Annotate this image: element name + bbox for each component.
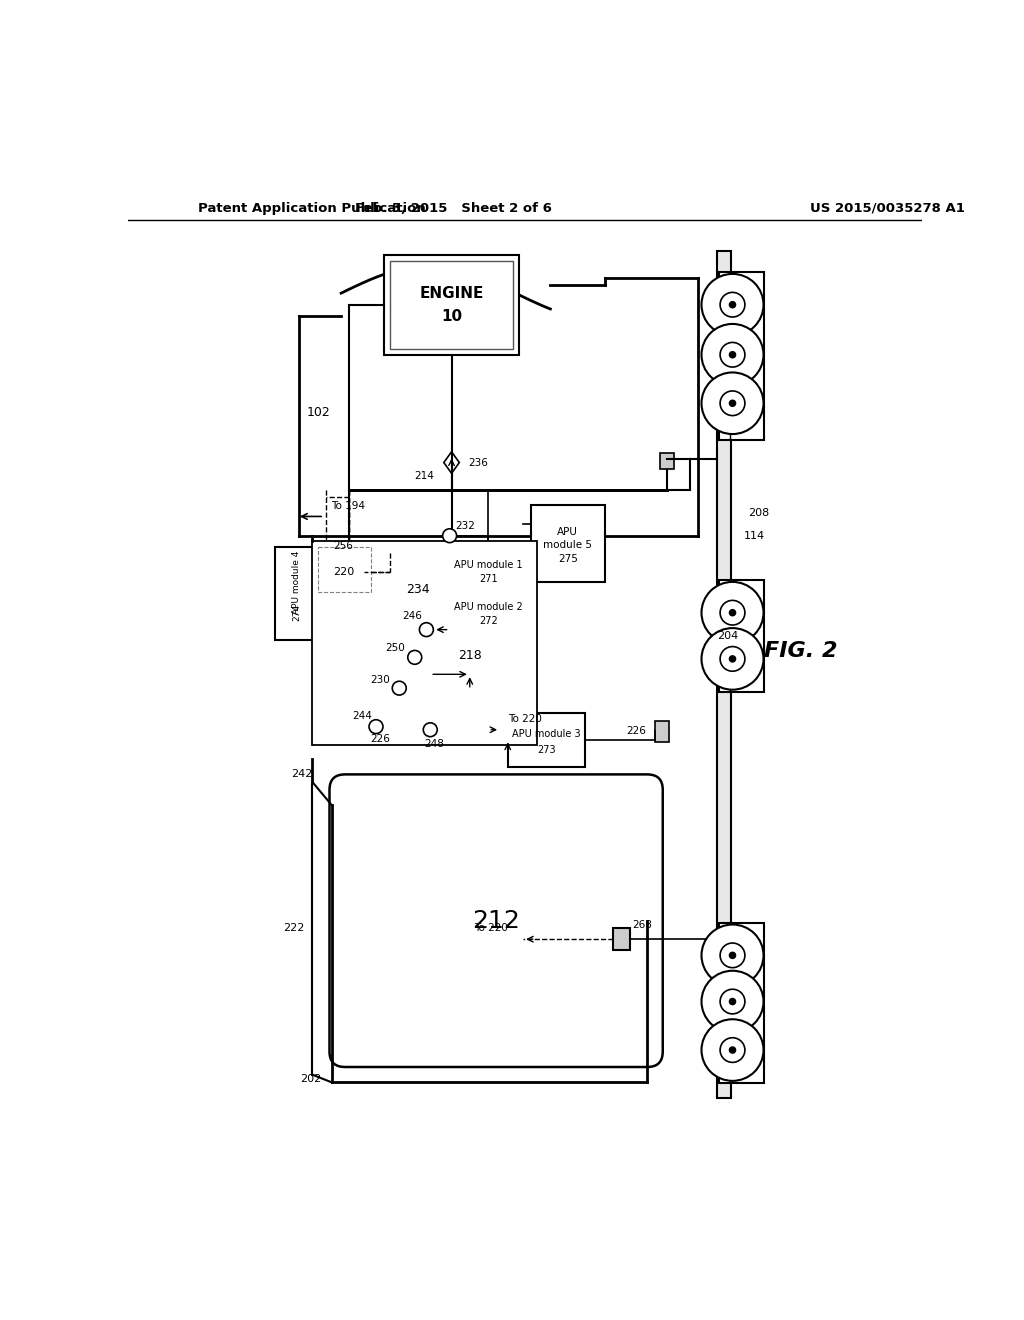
- Text: APU module 4: APU module 4: [292, 550, 301, 614]
- Text: 226: 226: [370, 734, 390, 744]
- Circle shape: [729, 351, 735, 358]
- Text: FIG. 2: FIG. 2: [764, 642, 837, 661]
- Text: Feb. 5, 2015   Sheet 2 of 6: Feb. 5, 2015 Sheet 2 of 6: [355, 202, 552, 215]
- Circle shape: [729, 656, 735, 663]
- Circle shape: [720, 647, 744, 672]
- Circle shape: [701, 275, 764, 335]
- Text: 234: 234: [407, 582, 430, 595]
- Bar: [390, 553, 445, 626]
- Text: ENGINE: ENGINE: [420, 285, 483, 301]
- Bar: [390, 261, 513, 348]
- Circle shape: [423, 723, 437, 737]
- Circle shape: [701, 582, 764, 644]
- Circle shape: [729, 998, 735, 1005]
- Bar: [613, 928, 630, 950]
- Bar: [454, 552, 523, 590]
- Text: 272: 272: [479, 616, 498, 626]
- Text: 102: 102: [306, 407, 330, 418]
- Text: 114: 114: [744, 531, 765, 541]
- Circle shape: [720, 391, 744, 416]
- Circle shape: [720, 989, 744, 1014]
- Bar: [317, 548, 371, 591]
- Circle shape: [701, 1019, 764, 1081]
- Circle shape: [729, 400, 735, 407]
- Text: 256: 256: [334, 541, 353, 550]
- Circle shape: [701, 924, 764, 986]
- Text: 204: 204: [717, 631, 738, 640]
- Text: 202: 202: [300, 1073, 322, 1084]
- Text: APU module 3: APU module 3: [512, 730, 581, 739]
- Bar: [719, 923, 764, 1084]
- Circle shape: [442, 529, 457, 543]
- Text: APU: APU: [557, 527, 579, 537]
- Text: US 2015/0035278 A1: US 2015/0035278 A1: [810, 202, 965, 215]
- Bar: [508, 713, 586, 767]
- Text: To 220: To 220: [474, 924, 508, 933]
- Circle shape: [701, 628, 764, 689]
- Text: 212: 212: [472, 908, 520, 933]
- Bar: [445, 638, 494, 675]
- Circle shape: [701, 323, 764, 385]
- Text: 230: 230: [370, 676, 390, 685]
- Text: APU module 1: APU module 1: [454, 560, 522, 570]
- Circle shape: [720, 942, 744, 968]
- Text: APU module 2: APU module 2: [454, 602, 522, 612]
- Text: 268: 268: [633, 920, 652, 929]
- Text: 271: 271: [479, 574, 498, 583]
- Text: 250: 250: [385, 643, 406, 653]
- Circle shape: [720, 342, 744, 367]
- Bar: [312, 541, 538, 744]
- Bar: [454, 594, 523, 632]
- Text: 10: 10: [441, 309, 462, 323]
- Bar: [314, 543, 373, 597]
- Bar: [324, 554, 364, 590]
- Bar: [719, 272, 764, 441]
- Text: To 194: To 194: [331, 500, 365, 511]
- Circle shape: [720, 1038, 744, 1063]
- FancyBboxPatch shape: [330, 775, 663, 1067]
- Bar: [275, 548, 317, 640]
- Circle shape: [720, 293, 744, 317]
- Circle shape: [408, 651, 422, 664]
- Bar: [719, 581, 764, 692]
- Text: 242: 242: [291, 770, 312, 779]
- Bar: [384, 255, 519, 355]
- Text: module 5: module 5: [544, 540, 592, 550]
- Circle shape: [729, 610, 735, 615]
- Text: 244: 244: [352, 711, 372, 721]
- Circle shape: [420, 623, 433, 636]
- Bar: [717, 251, 731, 1098]
- Text: 220: 220: [333, 568, 354, 577]
- Circle shape: [729, 952, 735, 958]
- Bar: [660, 453, 675, 470]
- Circle shape: [729, 1047, 735, 1053]
- Circle shape: [392, 681, 407, 696]
- Text: 226: 226: [626, 726, 646, 737]
- Text: 273: 273: [538, 744, 556, 755]
- Text: 214: 214: [415, 471, 434, 482]
- Circle shape: [701, 970, 764, 1032]
- Text: 218: 218: [458, 649, 481, 663]
- Circle shape: [720, 601, 744, 626]
- Text: 222: 222: [283, 924, 304, 933]
- Circle shape: [701, 372, 764, 434]
- Bar: [531, 506, 604, 582]
- Circle shape: [729, 302, 735, 308]
- Text: 236: 236: [469, 458, 488, 467]
- Text: 248: 248: [424, 739, 444, 748]
- Text: 274: 274: [292, 605, 301, 622]
- Text: 275: 275: [558, 554, 578, 564]
- Text: 246: 246: [402, 611, 422, 620]
- Circle shape: [369, 719, 383, 734]
- Bar: [655, 721, 669, 742]
- Text: 232: 232: [456, 521, 475, 532]
- Text: Patent Application Publication: Patent Application Publication: [198, 202, 426, 215]
- Text: To 220: To 220: [508, 714, 542, 723]
- Text: 208: 208: [748, 508, 769, 517]
